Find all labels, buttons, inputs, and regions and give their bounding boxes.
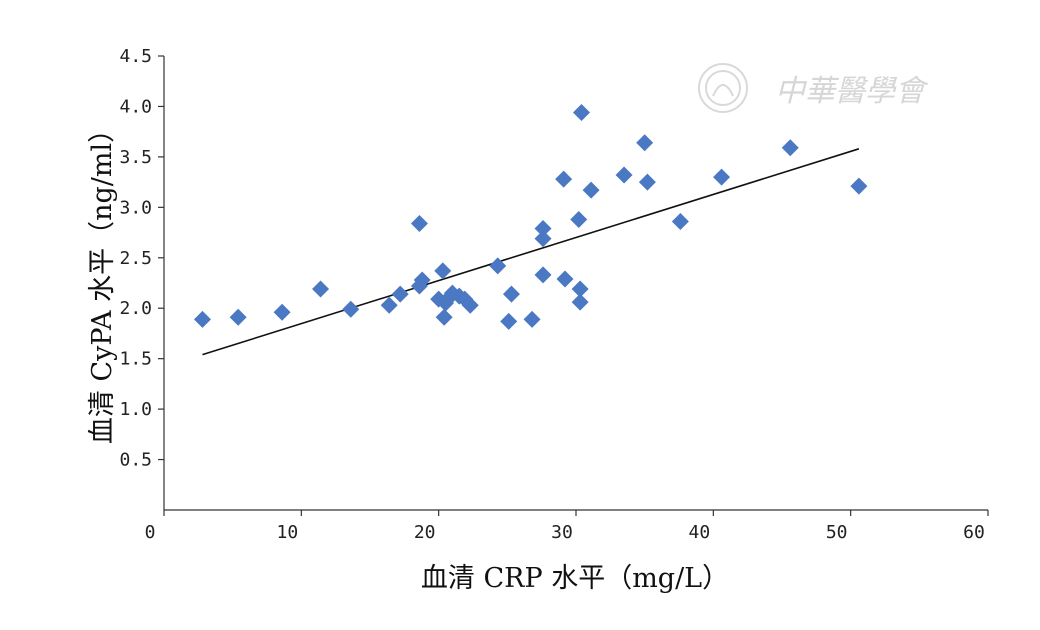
data-point [229,308,247,326]
x-tick-label: 10 [276,522,298,543]
data-point [570,210,588,228]
x-ticks: 0 10 20 30 40 50 60 [145,510,989,543]
y-tick-label: 0.5 [119,450,152,471]
data-point [534,230,552,248]
data-point [193,310,211,328]
y-ticks: 0.5 1.0 1.5 2.0 2.5 3.0 3.5 4.0 4.5 [119,46,164,471]
data-point [556,270,574,288]
data-points [193,103,868,330]
y-tick-label: 3.0 [119,197,152,218]
y-tick-label: 1.5 [119,349,152,370]
seal-icon [698,63,748,113]
y-tick-label: 4.5 [119,46,152,67]
data-point [582,181,600,199]
x-tick-label: 20 [414,522,436,543]
data-point [312,280,330,298]
data-point [555,170,573,188]
x-axis-title: 血清 CRP 水平（mg/L） [421,563,729,594]
x-tick-label: 0 [145,522,156,543]
x-tick-label: 50 [826,522,848,543]
y-tick-label: 2.0 [119,298,152,319]
watermark: 中華醫學會 [698,63,929,113]
data-point [713,168,731,186]
y-tick-label: 2.5 [119,248,152,269]
data-point [523,310,541,328]
data-point [273,303,291,321]
y-tick-label: 1.0 [119,399,152,420]
trendline [202,148,860,356]
data-point [342,300,360,318]
data-point [671,212,689,230]
data-point [572,103,590,121]
data-point [391,285,409,303]
y-tick-label: 4.0 [119,96,152,117]
data-point [534,220,552,238]
data-point [502,285,520,303]
data-point [435,308,453,326]
data-point [571,293,589,311]
data-point [534,266,552,284]
x-tick-label: 30 [551,522,573,543]
data-point [850,177,868,195]
data-point [410,214,428,232]
data-point [489,257,507,275]
data-point [571,280,589,298]
x-tick-label: 40 [688,522,710,543]
data-point [500,312,518,330]
data-point [380,296,398,314]
y-tick-label: 3.5 [119,147,152,168]
data-point [434,262,452,280]
data-point [615,166,633,184]
axes [163,56,988,511]
watermark-text: 中華醫學會 [775,74,929,109]
data-point [413,271,431,289]
data-point [781,139,799,157]
y-axis-title: 血清 CyPA 水平（ng/ml） [87,116,118,444]
data-point [638,173,656,191]
x-tick-label: 60 [963,522,985,543]
data-point [461,296,479,314]
data-point [636,134,654,152]
